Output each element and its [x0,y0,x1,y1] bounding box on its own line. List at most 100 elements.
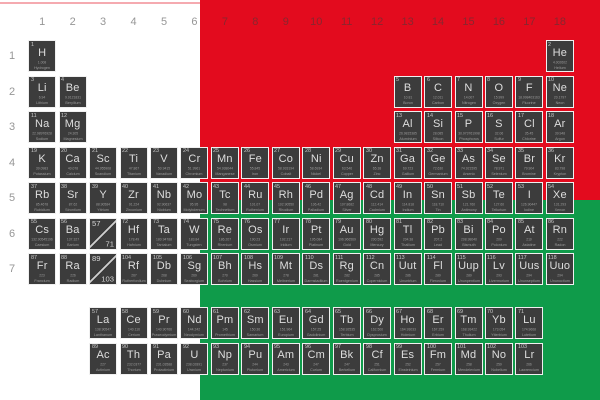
element-name: Tungsten [186,242,203,247]
element-name: Barium [66,242,79,247]
atomic-mass: 196.966569 [337,237,356,242]
element-tile-zr: 40 Zr 91.224 Zirconium [119,182,148,214]
atomic-mass: 58.933194 [277,166,294,171]
atomic-mass: 244 [252,362,259,367]
element-tile-np: 93 Np 237 Neptunium [210,342,239,375]
group-label-1: 1 [39,16,46,28]
element-symbol: Tc [219,188,231,201]
atomic-number: 100 [426,343,436,350]
element-tile-sg: 106 Sg 269 Seaborgium [180,253,209,285]
group-label-14: 14 [431,16,445,28]
element-tile-lv: 116 Lv 293 Livermorium [484,253,513,285]
element-tile-mt: 109 Mt 278 Meitnerium [271,253,300,285]
element-symbol: Cl [523,117,535,130]
element-tile-cl: 17 Cl 35.45 Chlorine [515,111,544,143]
element-symbol: Uut [398,259,417,272]
atomic-mass: 186.207 [218,237,231,242]
atomic-number: 9 [517,76,521,83]
element-tile-mg: 12 Mg 24.305 Magnesium [58,111,87,143]
element-name: Mercury [370,242,384,247]
atomic-number: 95 [274,343,281,350]
element-symbol: Sb [461,188,476,201]
atomic-mass: 269 [191,273,198,277]
element-name: Americium [277,367,295,372]
atomic-number: 107 [213,253,223,260]
element-symbol: Cf [371,349,383,361]
element-symbol: In [402,188,413,201]
element-tile-zn: 30 Zn 65.38 Zinc [363,146,392,179]
element-symbol: Sn [431,188,445,201]
atomic-mass: 107.8682 [339,202,354,206]
atomic-number: 72 [122,218,129,225]
element-symbol: No [491,349,507,361]
atomic-mass: 114.818 [401,202,414,206]
element-tile-bi: 83 Bi 208.98040 Bismuth [454,217,483,250]
atomic-mass: 44.955908 [95,166,112,171]
atomic-mass: 237 [222,362,228,367]
element-tile-hg: 80 Hg 200.592 Mercury [363,217,392,250]
element-symbol: P [464,117,473,130]
element-name: Actinium [96,367,111,372]
element-tile-uut: 113 Uut 286 Ununtrium [393,253,422,285]
atomic-number: 19 [30,147,37,154]
atomic-mass: 289 [465,273,472,277]
atomic-mass: 204.38 [402,237,413,242]
element-name: Manganese [215,171,235,176]
element-tile-mo: 42 Mo 95.95 Molybdenum [180,182,209,214]
element-tile-sn: 50 Sn 118.710 Tin [424,182,453,214]
atomic-number: 24 [182,147,189,154]
atomic-number: 8 [487,76,491,83]
element-tile-w: 74 W 183.84 Tungsten [180,217,209,250]
element-name: Bromine [522,171,537,176]
atomic-number: 54 [548,182,555,189]
atomic-number: 45 [274,182,281,189]
atomic-number: 12 [61,111,68,118]
atomic-number: 84 [487,218,494,225]
element-tile-am: 95 Am 243 Americium [271,342,300,375]
atomic-number: 29 [335,147,342,154]
element-symbol: Sg [187,259,202,272]
atomic-mass: 14.007 [463,95,474,100]
element-symbol: B [403,82,412,94]
element-name: Yttrium [97,207,109,212]
element-symbol: Cd [369,188,385,201]
group-label-16: 16 [492,16,506,28]
atomic-number: 57 [91,307,98,314]
element-symbol: Sr [66,188,79,201]
element-symbol: Os [248,224,263,236]
element-symbol: W [189,224,200,236]
atomic-mass: 51.9961 [188,166,201,171]
element-tile-cf: 98 Cf 251 Californium [363,342,392,375]
element-symbol: Tb [340,313,354,326]
atomic-mass: 85.4678 [36,202,49,206]
period-label-6: 6 [8,227,16,240]
group-label-18: 18 [553,16,566,28]
atomic-mass: 102.90550 [277,202,294,206]
element-name: Bohrium [218,278,232,283]
atomic-mass: 268 [161,273,167,277]
element-tile-pd: 46 Pd 106.42 Palladium [302,182,331,214]
element-name: Arsenic [462,171,475,176]
atomic-number: 93 [213,343,220,350]
element-tile-pt: 78 Pt 195.084 Platinum [302,217,331,250]
element-tile-ni: 28 Ni 58.6934 Nickel [302,146,331,179]
atomic-mass: 208.98040 [460,237,477,242]
period-label-7: 7 [8,263,16,275]
atomic-mass: 294 [557,273,563,277]
atomic-number: 28 [304,147,311,154]
element-symbol: Lr [524,349,535,361]
element-symbol: Lu [523,313,536,326]
element-tile-ru: 44 Ru 101.07 Ruthenium [241,182,270,214]
atomic-number: 65 [335,307,342,314]
atomic-mass: 140.90766 [156,327,172,331]
element-symbol: Rb [34,188,50,201]
atomic-number: 49 [396,182,403,189]
element-tile-al: 13 Al 26.9815385 Aluminium [393,111,422,143]
element-tile-i: 53 I 126.90447 Iodine [515,182,544,214]
element-symbol: Nb [156,188,172,201]
range-start-number: 89 [92,254,101,263]
element-name: Platinum [309,242,324,247]
atomic-mass: 180.94788 [156,237,172,242]
atomic-mass: 207.2 [433,237,443,242]
